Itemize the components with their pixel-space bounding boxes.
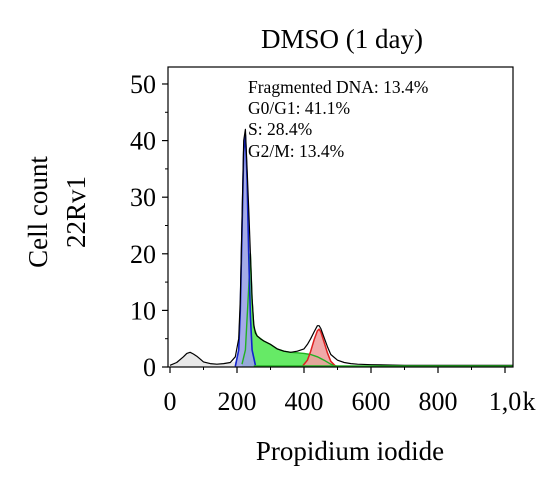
area-g0-g1: [235, 134, 256, 367]
area-g2-m: [302, 329, 336, 367]
y-tick-label: 10: [130, 296, 156, 325]
chart-title: DMSO (1 day): [261, 24, 423, 54]
y-axis-label: Cell count: [23, 156, 53, 268]
annotation-g2m: G2/M: 13.4%: [248, 141, 344, 161]
x-tick-label: 400: [285, 387, 324, 416]
line-g2-m: [301, 328, 337, 367]
y-tick-label: 30: [130, 183, 156, 212]
phase-fills: [170, 134, 338, 367]
line-histogram: [169, 128, 513, 366]
y-tick-label: 50: [130, 70, 156, 99]
y-tick-label: 20: [130, 240, 156, 269]
area-fragmented-dna: [170, 352, 237, 367]
y-axis: 0 10 20 30 40 50: [130, 70, 168, 382]
x-tick-suffix: k: [523, 387, 536, 416]
annotation-fragmented-dna: Fragmented DNA: 13.4%: [248, 77, 428, 97]
x-axis-label: Propidium iodide: [256, 436, 444, 466]
plot-frame: [167, 66, 514, 368]
y-tick-label: 0: [143, 353, 156, 382]
x-axis: 0 200 400 600 800 1,0 k: [164, 367, 536, 416]
annotation-g0g1: G0/G1: 41.1%: [248, 98, 350, 118]
annotation-s-phase: S: 28.4%: [248, 119, 312, 139]
x-tick-label: 200: [218, 387, 257, 416]
y-axis-label-cell-line: 22Rv1: [61, 176, 91, 248]
x-tick-label: 0: [164, 387, 177, 416]
y-tick-label: 40: [130, 127, 156, 156]
x-tick-label: 1,0: [489, 387, 522, 416]
x-tick-label: 800: [419, 387, 458, 416]
phase-lines: [169, 128, 513, 368]
x-tick-label: 600: [352, 387, 391, 416]
